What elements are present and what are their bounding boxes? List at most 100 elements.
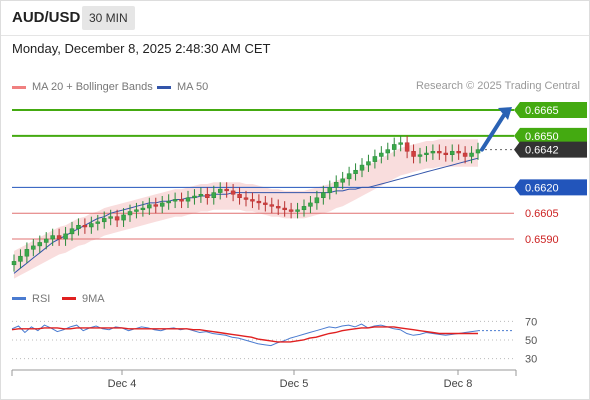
candle-body xyxy=(172,199,178,202)
candle-body xyxy=(134,209,139,212)
rsi-legend-swatch xyxy=(62,297,76,300)
level-label-0-6665: 0.6665 xyxy=(525,105,559,117)
candle-body xyxy=(263,202,268,205)
candle-body xyxy=(391,144,397,150)
candle-body xyxy=(417,154,423,157)
candle-body xyxy=(353,169,358,174)
candles-group xyxy=(11,135,481,272)
candle-body xyxy=(153,204,159,207)
candle-body xyxy=(372,156,378,162)
candle-body xyxy=(269,204,275,207)
rsi-legend-label: 9MA xyxy=(82,293,105,305)
candle-body xyxy=(282,207,287,211)
timeframe-button[interactable]: 30 MIN xyxy=(82,6,135,30)
level-label-0-6605: 0.6605 xyxy=(525,208,559,220)
candle-body xyxy=(475,149,481,154)
legend-ma50-label: MA 50 xyxy=(177,81,209,93)
legend-ma20: MA 20 + Bollinger Bands xyxy=(12,80,153,94)
candle-body xyxy=(37,242,43,247)
x-axis-tick-label: Dec 4 xyxy=(108,378,137,390)
level-tag-0-6665 xyxy=(514,102,587,119)
rsi-series-9ma xyxy=(11,326,478,343)
candle-body xyxy=(24,249,30,257)
candle-body xyxy=(76,225,81,229)
rsi-tick-label: 70 xyxy=(525,316,537,328)
candle-body xyxy=(437,151,442,154)
candle-body xyxy=(224,188,229,192)
candle-body xyxy=(379,152,384,157)
candle-body xyxy=(288,209,294,212)
candle-body xyxy=(121,214,126,221)
ma20-swatch xyxy=(12,85,26,89)
ma50-line xyxy=(13,157,479,274)
candle-body xyxy=(56,235,62,240)
candle-body xyxy=(346,173,352,180)
candle-body xyxy=(205,194,210,198)
candle-body xyxy=(108,216,113,219)
level-label-0-6642: 0.6642 xyxy=(525,145,559,157)
candle-body xyxy=(43,238,49,243)
rsi-tick-label: 50 xyxy=(525,335,537,347)
candle-body xyxy=(166,200,171,204)
candle-body xyxy=(295,209,300,212)
ma50-swatch xyxy=(157,85,171,89)
candle-body xyxy=(327,187,333,193)
candle-body xyxy=(340,178,345,183)
research-credit: Research © 2025 Trading Central xyxy=(415,80,580,92)
candle-body xyxy=(192,195,197,198)
projection-arrow-head xyxy=(498,107,512,121)
candle-body xyxy=(411,151,416,157)
candle-body xyxy=(95,221,101,224)
candle-body xyxy=(275,206,281,209)
candle-body xyxy=(456,151,461,154)
candle-body xyxy=(256,200,262,204)
candle-body xyxy=(250,199,255,202)
candle-body xyxy=(430,151,436,154)
candle-body xyxy=(140,207,146,211)
symbol-title: AUD/USD xyxy=(12,9,81,26)
level-label-0-6650: 0.6650 xyxy=(525,131,559,143)
candle-body xyxy=(179,199,184,202)
rsi-tick-label: 30 xyxy=(525,354,537,366)
candle-body xyxy=(462,152,468,157)
projection-arrow-shaft xyxy=(480,113,506,152)
candle-body xyxy=(31,245,36,250)
level-tag-0-6650 xyxy=(514,127,587,144)
level-tag-0-6642 xyxy=(514,141,587,158)
candle-body xyxy=(89,223,94,228)
bollinger-band xyxy=(14,139,478,279)
level-label-0-6620: 0.6620 xyxy=(525,182,559,194)
candle-body xyxy=(159,202,165,207)
candle-body xyxy=(333,182,339,188)
candle-body xyxy=(69,228,75,235)
candle-body xyxy=(114,216,120,221)
x-axis-tick-label: Dec 5 xyxy=(280,378,309,390)
candle-body xyxy=(385,149,391,154)
candle-body xyxy=(237,194,242,198)
rsi-legend-swatch xyxy=(12,297,26,300)
candle-body xyxy=(424,152,429,155)
candle-body xyxy=(147,204,152,209)
candle-body xyxy=(11,261,17,266)
candle-body xyxy=(469,152,474,157)
candle-body xyxy=(211,192,217,198)
candle-body xyxy=(18,255,23,262)
candle-body xyxy=(243,197,249,200)
candle-body xyxy=(404,142,410,152)
candle-body xyxy=(63,233,68,240)
candle-body xyxy=(127,211,133,216)
candle-body xyxy=(101,218,107,223)
candle-body xyxy=(308,202,313,207)
level-tag-0-6620 xyxy=(514,179,587,196)
x-axis-tick-label: Dec 8 xyxy=(444,378,473,390)
level-label-0-6590: 0.6590 xyxy=(525,234,559,246)
candle-body xyxy=(449,151,455,155)
candle-body xyxy=(398,142,403,145)
candle-body xyxy=(314,197,320,204)
rsi-legend-label: RSI xyxy=(32,293,50,305)
candle-body xyxy=(443,152,449,155)
legend-ma50: MA 50 xyxy=(157,80,208,94)
candle-body xyxy=(366,161,371,166)
candle-body xyxy=(185,197,191,202)
